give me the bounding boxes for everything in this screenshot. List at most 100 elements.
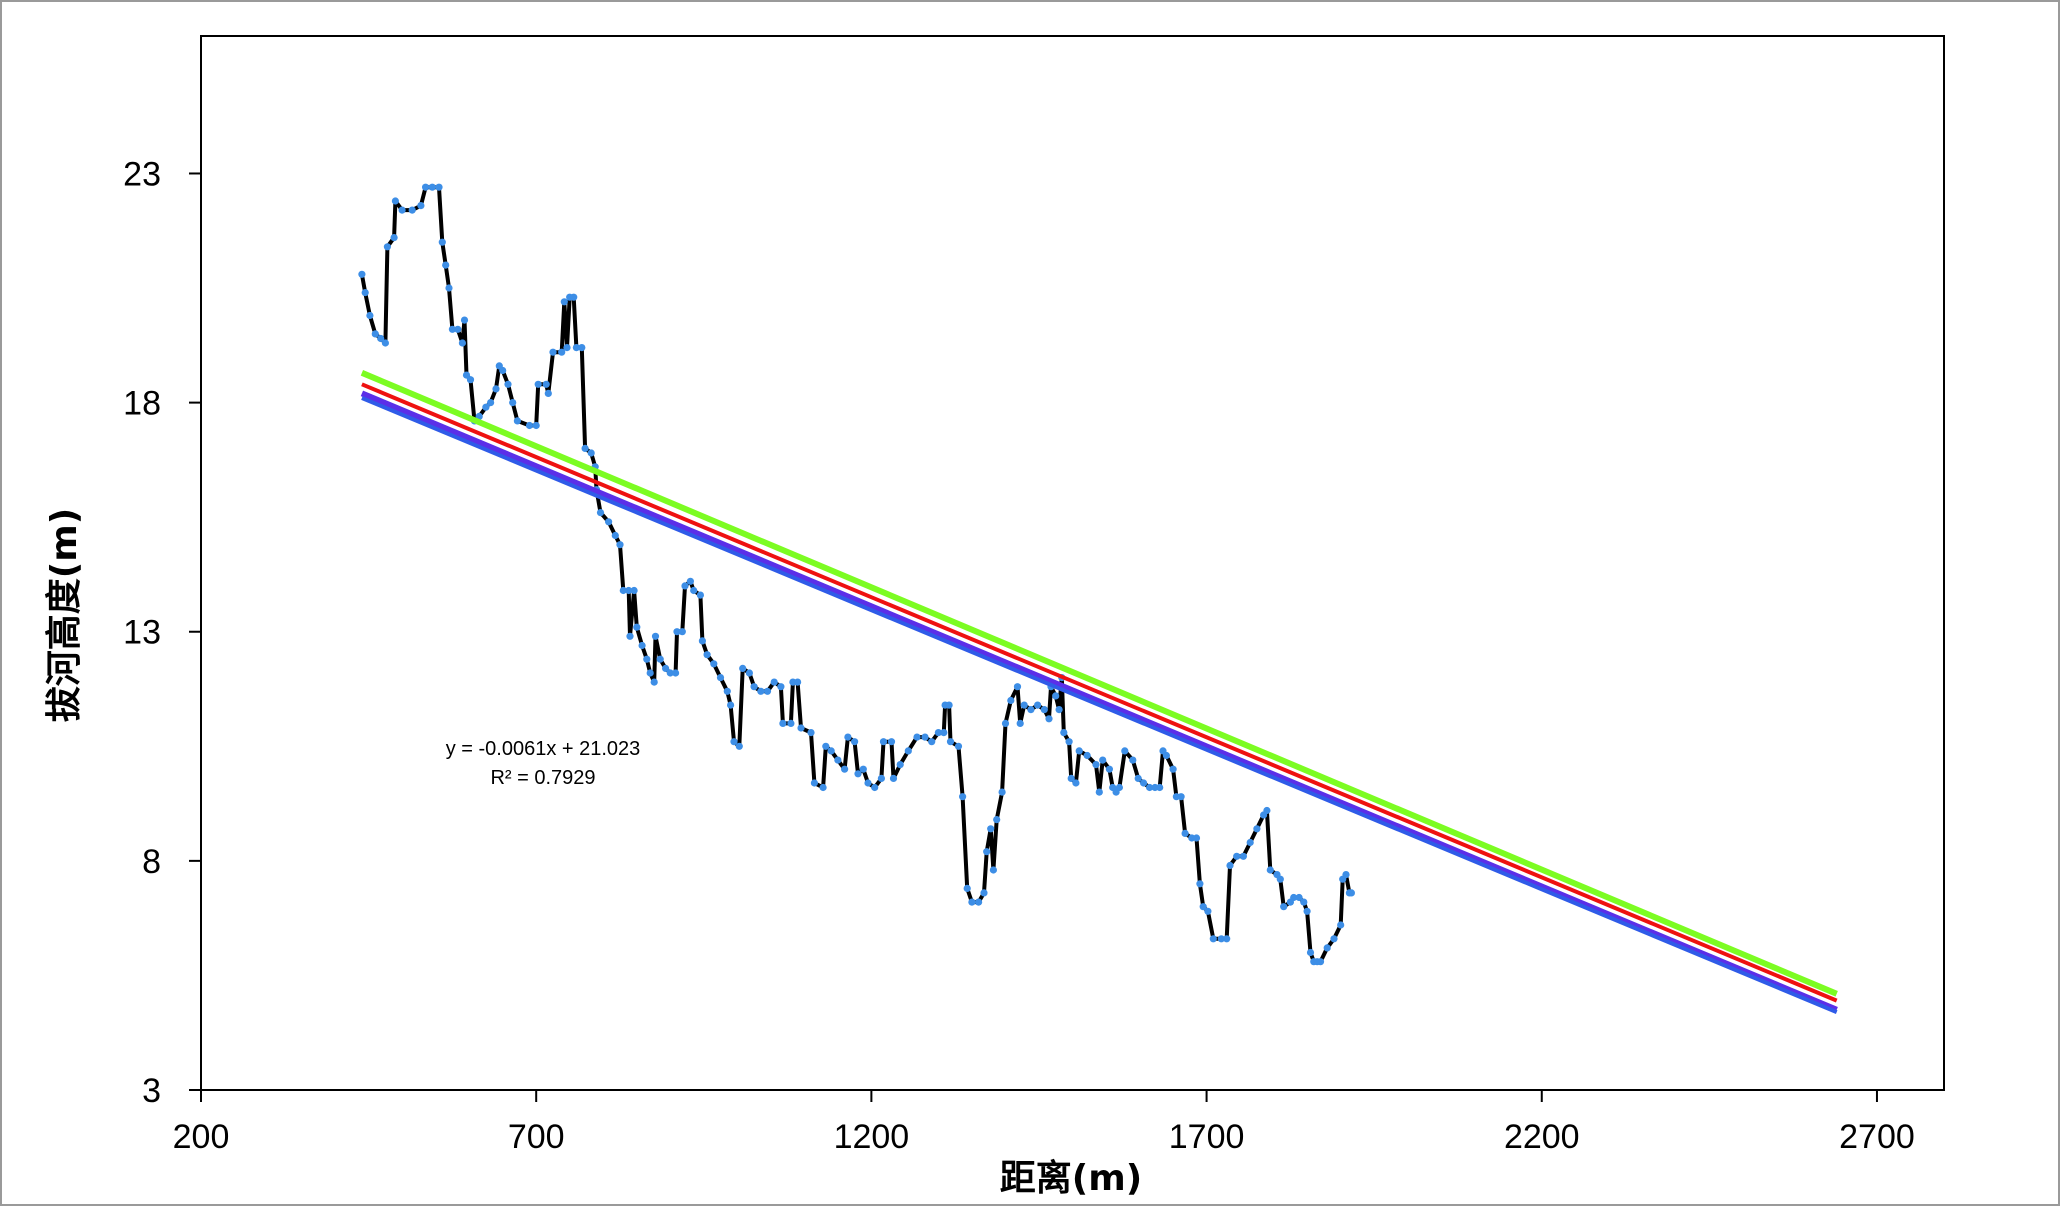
profile-point: [928, 738, 936, 746]
profile-point: [646, 669, 654, 677]
profile-point: [504, 380, 512, 388]
profile-point: [651, 632, 660, 640]
profile-point: [1095, 788, 1103, 796]
profile-point: [499, 366, 507, 375]
profile-point: [1134, 774, 1142, 783]
profile-point: [1083, 751, 1091, 760]
x-tick-label: 2700: [1839, 1118, 1915, 1156]
profile-point: [361, 289, 369, 297]
profile-point: [619, 586, 627, 595]
x-tick-label: 700: [508, 1118, 565, 1156]
profile-point: [763, 687, 772, 695]
x-tick-label: 1700: [1169, 1118, 1245, 1156]
profile-point: [794, 678, 802, 686]
profile-point: [945, 701, 953, 709]
trendline-red: [361, 382, 1838, 1003]
y-tick-label: 13: [123, 614, 161, 652]
profile-point: [959, 793, 967, 801]
profile-point: [1300, 898, 1308, 906]
profile-point: [819, 783, 827, 792]
profile-point: [1067, 774, 1075, 783]
trendline-blue: [361, 396, 1838, 1014]
profile-point: [417, 202, 425, 210]
profile-point: [989, 866, 998, 874]
profile-point: [1223, 935, 1231, 943]
profile-point: [1007, 696, 1015, 705]
profile-point: [673, 628, 681, 636]
profile-point: [1129, 756, 1137, 764]
profile-point: [482, 403, 490, 411]
profile-point: [666, 669, 674, 677]
profile-point: [1347, 889, 1355, 897]
profile-point: [690, 586, 698, 595]
profile-point: [1027, 706, 1035, 714]
y-tick-label: 3: [142, 1072, 161, 1110]
profile-point: [757, 687, 765, 695]
profile-point: [605, 518, 613, 526]
profile-point: [889, 774, 898, 783]
profile-point: [1316, 958, 1325, 966]
profile-point: [1075, 747, 1083, 755]
profile-point: [877, 774, 886, 783]
profile-point: [703, 651, 711, 659]
profile-point: [438, 238, 446, 246]
profile-point: [534, 380, 542, 388]
profile-point: [466, 376, 475, 384]
profile-point: [633, 623, 641, 631]
profile-point: [1263, 806, 1271, 815]
profile-point: [390, 234, 398, 242]
profile-point: [460, 316, 469, 324]
profile-point: [398, 206, 406, 214]
profile-point: [383, 243, 391, 251]
profile-point: [1196, 880, 1204, 888]
profile-point: [1303, 907, 1311, 915]
profile-point: [377, 334, 385, 343]
profile-point: [851, 738, 859, 746]
y-tick-label: 18: [123, 385, 161, 423]
y-tick-label: 23: [123, 155, 161, 193]
profile-point: [1181, 829, 1189, 838]
profile-point: [1177, 793, 1185, 801]
profile-point: [980, 889, 988, 897]
profile-point: [727, 701, 735, 709]
profile-point: [730, 738, 738, 746]
profile-point: [570, 293, 578, 301]
profile-point: [625, 586, 633, 595]
profile-point: [797, 724, 805, 732]
profile-point: [549, 348, 557, 356]
profile-point: [558, 348, 566, 356]
profile-point: [544, 389, 552, 397]
trendline-r2: R² = 0.7929: [490, 767, 595, 789]
profile-point: [1330, 935, 1338, 943]
profile-point: [1072, 779, 1080, 787]
profile-point: [1146, 783, 1154, 792]
profile-point: [844, 733, 852, 741]
profile-point: [662, 664, 670, 673]
profile-point: [366, 311, 374, 320]
profile-point: [1280, 903, 1288, 911]
profile-point: [1290, 893, 1298, 902]
profile-point: [381, 339, 389, 347]
profile-point: [1045, 715, 1053, 723]
profile-point: [975, 898, 983, 906]
profile-point: [787, 719, 795, 728]
profile-point: [879, 738, 888, 746]
profile-point: [563, 344, 571, 352]
profile-point: [723, 687, 731, 695]
profile-point: [371, 330, 379, 338]
profile-point: [454, 325, 462, 333]
profile-point: [913, 733, 921, 741]
profile-point: [698, 637, 707, 645]
profile-point: [807, 729, 815, 737]
profile-point: [716, 674, 725, 682]
profile-point: [358, 270, 366, 278]
plot-frame: [200, 35, 1945, 1091]
profile-point: [834, 756, 842, 764]
profile-point: [650, 678, 658, 686]
profile-point: [1105, 765, 1113, 773]
profile-point: [896, 761, 904, 769]
profile-point: [1060, 729, 1068, 737]
profile-point: [864, 779, 872, 787]
